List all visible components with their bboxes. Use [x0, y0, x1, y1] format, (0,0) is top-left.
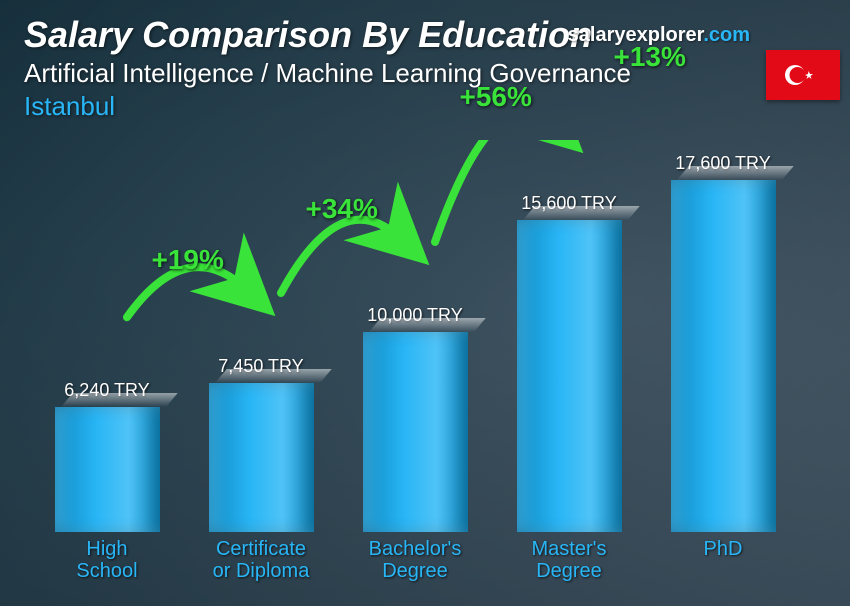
labels-row: HighSchoolCertificateor DiplomaBachelor'…	[30, 538, 800, 582]
bar-label: Bachelor'sDegree	[338, 538, 492, 582]
watermark: salaryexplorer.com	[568, 24, 750, 47]
country-flag-turkey	[766, 50, 840, 100]
watermark-suffix: .com	[703, 24, 750, 46]
bar	[671, 180, 776, 532]
bar	[517, 220, 622, 532]
bar-label: PhD	[646, 538, 800, 582]
bar	[363, 332, 468, 532]
bar-group: 10,000 TRY	[338, 305, 492, 532]
bars-container: 6,240 TRY7,450 TRY10,000 TRY15,600 TRY17…	[30, 140, 800, 532]
chart: 6,240 TRY7,450 TRY10,000 TRY15,600 TRY17…	[30, 140, 800, 582]
bar	[55, 407, 160, 532]
bar-group: 17,600 TRY	[646, 153, 800, 532]
bar	[209, 383, 314, 532]
bar-label: Master'sDegree	[492, 538, 646, 582]
bar-group: 7,450 TRY	[184, 356, 338, 532]
watermark-main: salaryexplorer	[568, 24, 704, 46]
page-location: Istanbul	[24, 91, 826, 122]
bar-group: 15,600 TRY	[492, 193, 646, 532]
bar-label: Certificateor Diploma	[184, 538, 338, 582]
bar-group: 6,240 TRY	[30, 380, 184, 532]
bar-label: HighSchool	[30, 538, 184, 582]
page-subtitle: Artificial Intelligence / Machine Learni…	[24, 58, 826, 89]
